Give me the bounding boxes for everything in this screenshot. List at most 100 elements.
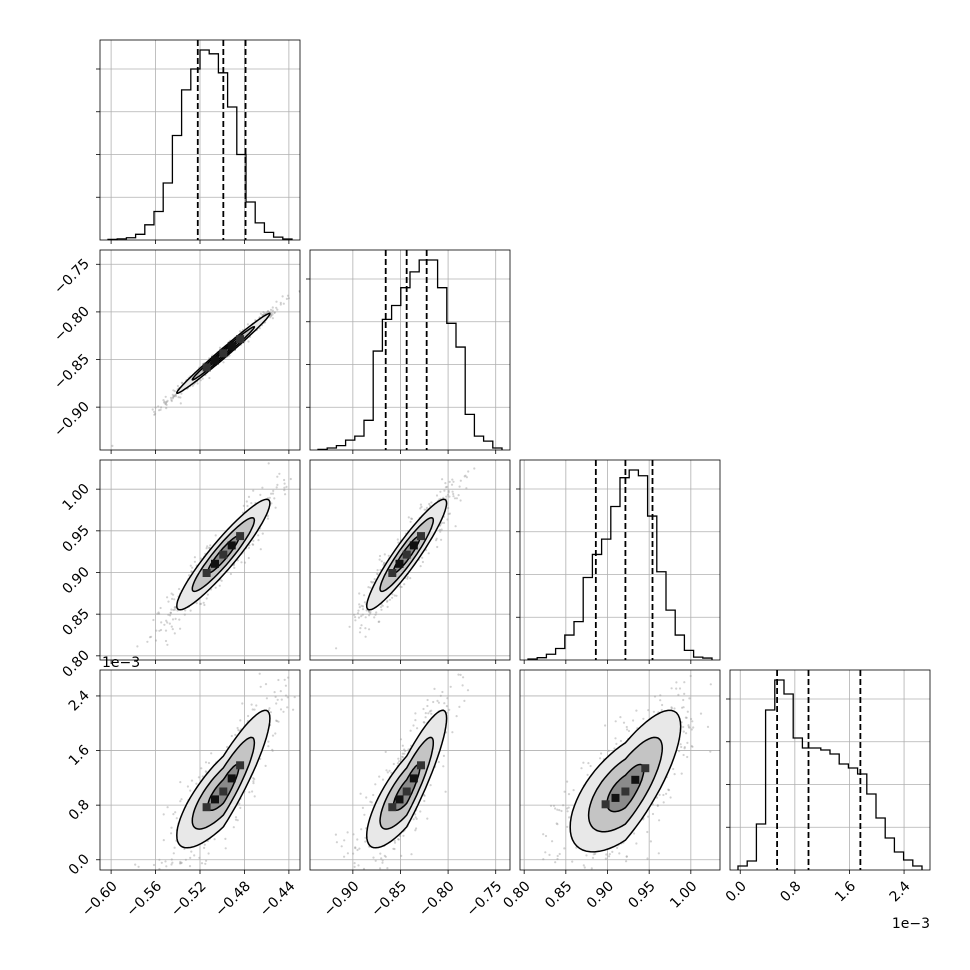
scatter-point	[534, 872, 536, 874]
scatter-point	[591, 856, 595, 860]
scatter-point	[626, 728, 629, 731]
x-tick-label: −0.75	[464, 878, 506, 920]
scatter-point	[353, 613, 356, 616]
y-tick-label: 0.90	[59, 564, 92, 597]
scatter-point	[222, 361, 225, 364]
scatter-point	[151, 408, 154, 411]
scatter-point	[181, 876, 183, 878]
scatter-point	[655, 796, 659, 799]
scatter-point	[359, 627, 362, 630]
scatter-point	[158, 629, 161, 632]
scatter-point	[670, 707, 674, 710]
y-tick-label: 0.95	[59, 522, 92, 555]
scatter-point	[659, 694, 662, 697]
scatter-point	[361, 605, 365, 608]
density-cell	[227, 342, 236, 351]
scatter-point	[292, 708, 295, 711]
scatter-point	[203, 843, 206, 846]
scatter-point	[393, 847, 396, 851]
scatter-point	[169, 396, 173, 399]
scatter-point	[442, 496, 445, 499]
scatter-point	[190, 850, 193, 853]
scatter-point	[266, 514, 269, 518]
scatter-point	[274, 506, 277, 509]
scatter-point	[572, 789, 575, 792]
density-cell	[395, 795, 404, 804]
scatter-point	[267, 462, 270, 465]
density-cell	[611, 793, 620, 802]
scatter-point	[152, 618, 155, 622]
scatter-point	[171, 397, 174, 400]
scatter-point	[174, 811, 177, 814]
scatter-point	[258, 327, 261, 330]
y-tick-label: −0.75	[51, 256, 93, 298]
scatter-point	[642, 717, 645, 720]
density-cell	[601, 800, 610, 809]
scatter-point	[454, 525, 457, 528]
scatter-point	[375, 611, 378, 614]
scatter-point	[252, 539, 255, 542]
scatter-point	[662, 801, 665, 804]
scatter-point	[174, 393, 177, 396]
scatter-point	[206, 593, 209, 596]
scatter-point	[280, 698, 283, 701]
scatter-point	[430, 709, 433, 712]
scatter-point	[275, 719, 278, 722]
hist-step-2	[527, 469, 713, 660]
scatter-point	[591, 870, 593, 872]
scatter-point	[402, 834, 405, 837]
scatter-point	[179, 627, 182, 630]
scatter-point	[365, 609, 368, 612]
scatter-point	[420, 505, 423, 508]
scatter-panel-3-2	[519, 669, 721, 874]
scatter-point	[583, 866, 586, 869]
scatter-point	[373, 578, 376, 581]
scatter-point	[386, 605, 389, 609]
scatter-point	[247, 495, 251, 498]
scatter-point	[236, 726, 239, 730]
scatter-point	[357, 864, 360, 867]
scatter-point	[652, 710, 656, 713]
scatter-point	[447, 491, 450, 494]
scatter-point	[172, 608, 175, 612]
scatter-point	[193, 556, 196, 559]
scatter-point	[439, 490, 442, 493]
hist-panel-2	[516, 459, 721, 664]
scatter-point	[356, 612, 360, 615]
scatter-point	[368, 628, 371, 631]
scatter-point	[428, 502, 431, 506]
scatter-point	[365, 796, 368, 799]
scatter-point	[378, 558, 381, 561]
scatter-point	[334, 833, 337, 836]
scatter-point	[681, 706, 684, 709]
scatter-point	[585, 854, 588, 857]
scatter-point	[656, 804, 659, 808]
scatter-point	[178, 618, 181, 621]
y-tick-label: 0.8	[66, 797, 93, 824]
scatter-panel-3-2-frame	[519, 669, 721, 871]
scatter-panel-2-0	[96, 459, 301, 664]
scatter-point	[268, 707, 271, 710]
scatter-point	[619, 716, 622, 719]
hist-panel-0	[96, 39, 301, 244]
scatter-point	[302, 285, 304, 287]
scatter-point	[170, 399, 173, 403]
scatter-point	[188, 574, 191, 577]
scatter-point	[166, 878, 168, 880]
scatter-point	[170, 832, 173, 835]
scatter-point	[360, 604, 363, 607]
scatter-point	[447, 512, 450, 516]
density-cell	[211, 795, 219, 804]
scatter-point	[360, 615, 363, 618]
scatter-point	[673, 707, 676, 710]
hist-panel-3	[726, 669, 931, 874]
scatter-point	[657, 852, 660, 855]
scatter-point	[259, 312, 262, 315]
scatter-point	[600, 752, 603, 755]
scatter-point	[136, 645, 139, 648]
y-tick-label: 2.4	[66, 687, 93, 714]
density-cell	[395, 559, 404, 568]
scatter-point	[372, 856, 375, 859]
scatter-point	[361, 806, 364, 810]
scatter-point	[270, 502, 273, 505]
